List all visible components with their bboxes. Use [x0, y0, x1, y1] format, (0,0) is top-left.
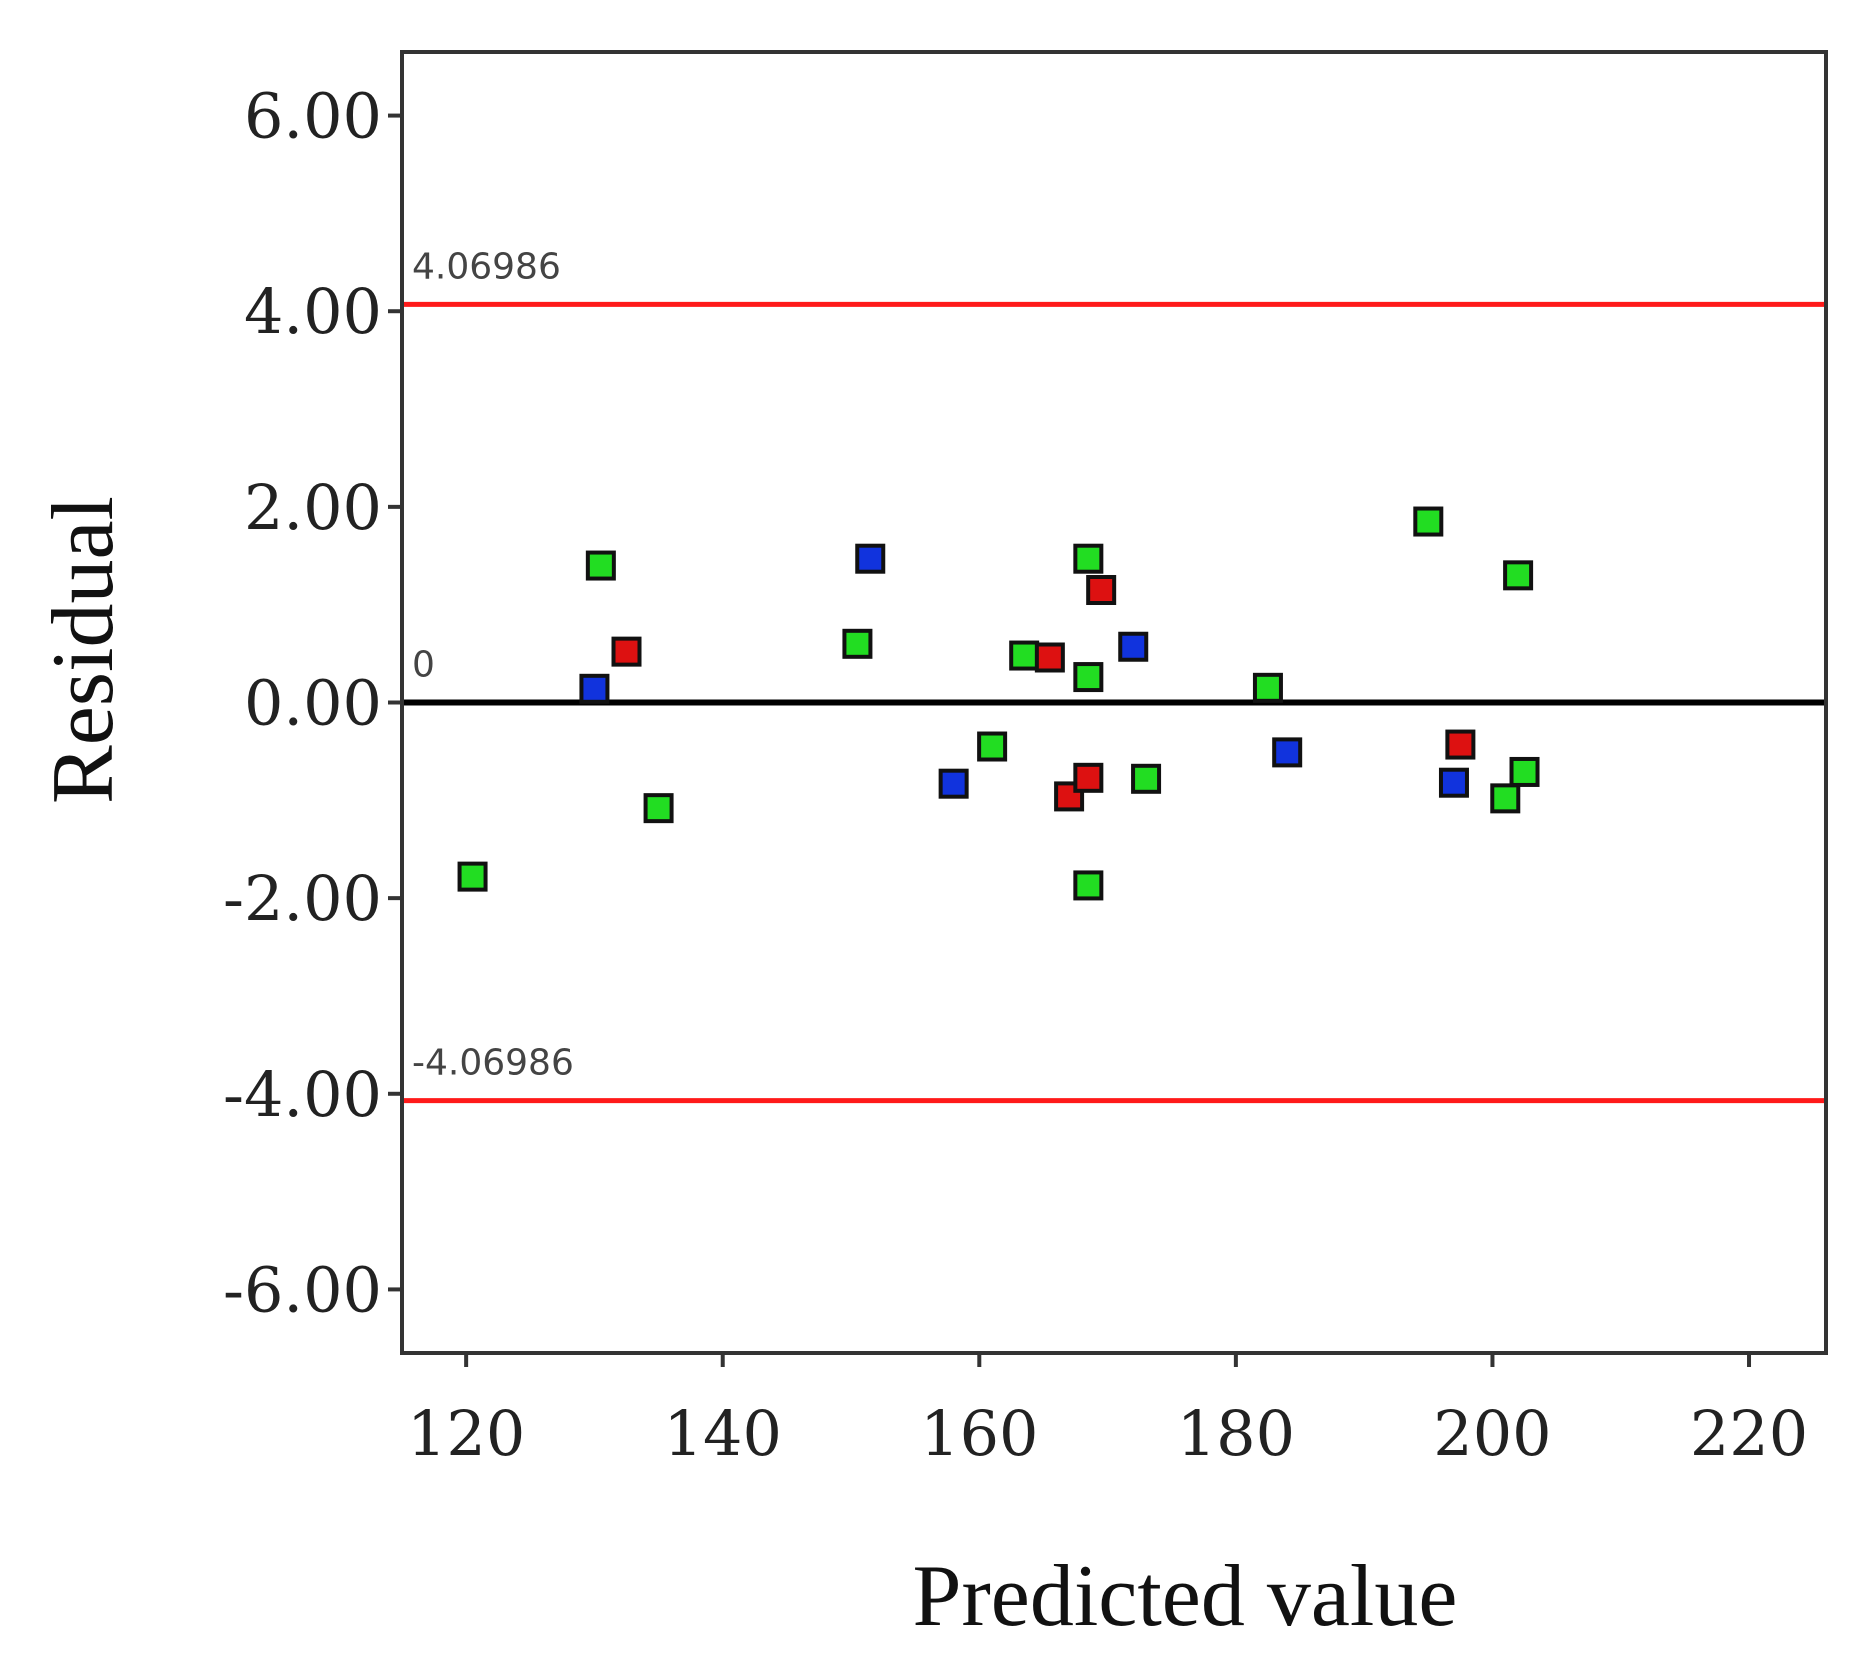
data-point-green — [1073, 870, 1104, 901]
data-point-blue — [1438, 767, 1469, 798]
data-point-blue — [938, 768, 969, 799]
data-point-green — [1503, 560, 1534, 591]
data-point-green — [1413, 506, 1444, 537]
data-point-green — [1252, 672, 1283, 703]
x-tick-label: 160 — [920, 1397, 1038, 1470]
reference-lines — [402, 301, 1826, 1104]
data-point-green — [1509, 756, 1540, 787]
data-point-green — [1073, 662, 1104, 693]
data-point-green — [842, 628, 873, 659]
x-tick-label: 200 — [1433, 1397, 1551, 1470]
y-tick-label: 4.00 — [244, 275, 382, 348]
data-point-green — [1490, 783, 1521, 814]
x-tick-label: 120 — [407, 1397, 525, 1470]
zero-line-label: 0 — [412, 645, 435, 686]
y-tick-label: 0.00 — [244, 667, 382, 740]
y-axis-ticks: 6.00 4.00 2.00 0.00 -2.00 -4.00 -6.00 — [223, 80, 402, 1326]
data-points — [457, 506, 1540, 901]
x-tick-label: 220 — [1690, 1397, 1808, 1470]
upper-limit-label: 4.06986 — [412, 246, 561, 287]
data-point-green — [457, 861, 488, 892]
y-tick-label: -6.00 — [223, 1253, 382, 1326]
data-point-green — [977, 731, 1008, 762]
data-point-red — [1445, 729, 1476, 760]
x-tick-label: 140 — [664, 1397, 782, 1470]
data-point-blue — [1118, 631, 1149, 662]
data-point-blue — [1272, 737, 1303, 768]
data-point-red — [1086, 575, 1117, 606]
y-axis-title: Residual — [35, 496, 132, 804]
x-axis-ticks: 120 140 160 180 200 220 — [407, 1353, 1808, 1470]
y-tick-label: 2.00 — [244, 471, 382, 544]
data-point-blue — [579, 673, 610, 704]
data-point-red — [1034, 642, 1065, 673]
x-axis-title: Predicted value — [913, 1548, 1458, 1645]
data-point-red — [1073, 762, 1104, 793]
data-point-green — [585, 550, 616, 581]
y-tick-label: -4.00 — [223, 1058, 382, 1131]
x-tick-label: 180 — [1177, 1397, 1295, 1470]
data-point-green — [643, 793, 674, 824]
data-point-green — [1131, 763, 1162, 794]
y-tick-label: -2.00 — [223, 862, 382, 935]
data-point-green — [1073, 543, 1104, 574]
data-point-green — [1009, 640, 1040, 671]
lower-limit-label: -4.06986 — [412, 1043, 574, 1084]
reference-line-labels: 4.06986 0 -4.06986 — [412, 246, 574, 1083]
y-tick-label: 6.00 — [244, 80, 382, 153]
data-point-blue — [855, 543, 886, 574]
data-point-red — [611, 636, 642, 667]
